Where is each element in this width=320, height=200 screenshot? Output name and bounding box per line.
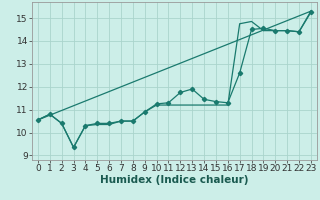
X-axis label: Humidex (Indice chaleur): Humidex (Indice chaleur) [100,175,249,185]
